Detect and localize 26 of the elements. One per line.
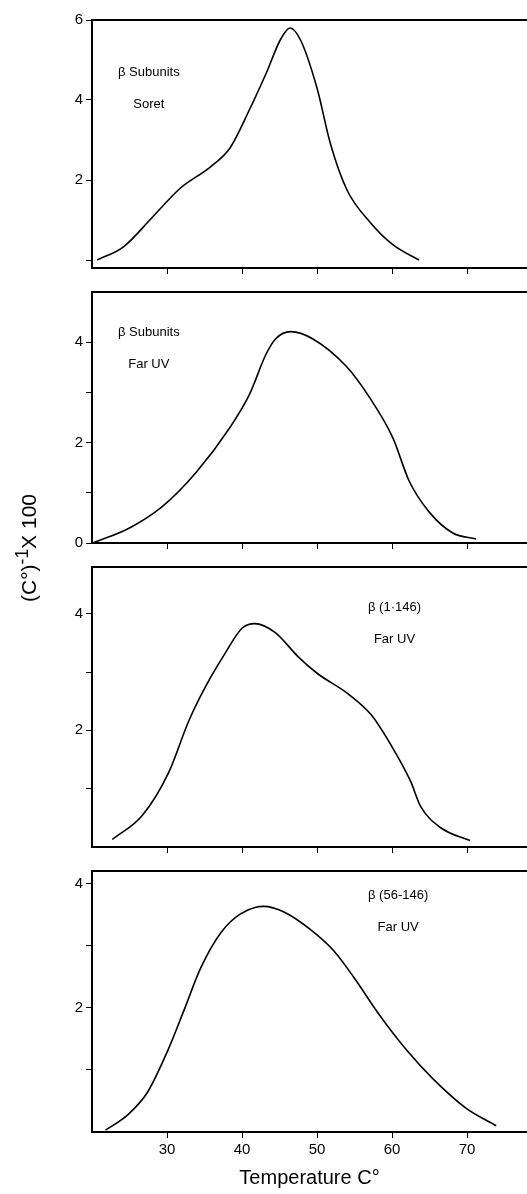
x-tick-label: 40 bbox=[233, 1140, 251, 1158]
y-tick-label: 2 bbox=[74, 170, 83, 188]
annotation: β Subunits bbox=[118, 323, 180, 341]
y-tick-label: 6 bbox=[74, 10, 83, 28]
y-tick-label: 4 bbox=[74, 603, 83, 621]
x-tick-label: 60 bbox=[383, 1140, 401, 1158]
x-axis-title: Temperature C° bbox=[239, 1165, 380, 1188]
x-tick-label: 30 bbox=[158, 1140, 176, 1158]
annotation: β (1·146) bbox=[368, 598, 421, 616]
line-series bbox=[96, 27, 420, 261]
y-tick-label: 4 bbox=[74, 332, 83, 350]
y-tick-label: 4 bbox=[74, 90, 83, 108]
y-tick-label: 2 bbox=[74, 432, 83, 450]
x-tick-label: 50 bbox=[308, 1140, 326, 1158]
x-tick-label: 70 bbox=[458, 1140, 476, 1158]
annotation: β (56-146) bbox=[368, 886, 429, 904]
annotation: β Subunits bbox=[118, 63, 180, 81]
y-tick-label: 4 bbox=[74, 873, 83, 891]
annotation: Soret bbox=[132, 95, 166, 113]
y-tick-label: 2 bbox=[74, 997, 83, 1015]
annotation: Far UV bbox=[372, 630, 417, 648]
y-tick-label: 2 bbox=[74, 720, 83, 738]
annotation: Far UV bbox=[376, 918, 420, 936]
annotation: Far UV bbox=[127, 355, 171, 373]
y-tick-label: 0 bbox=[74, 533, 83, 551]
line-series bbox=[111, 622, 471, 842]
